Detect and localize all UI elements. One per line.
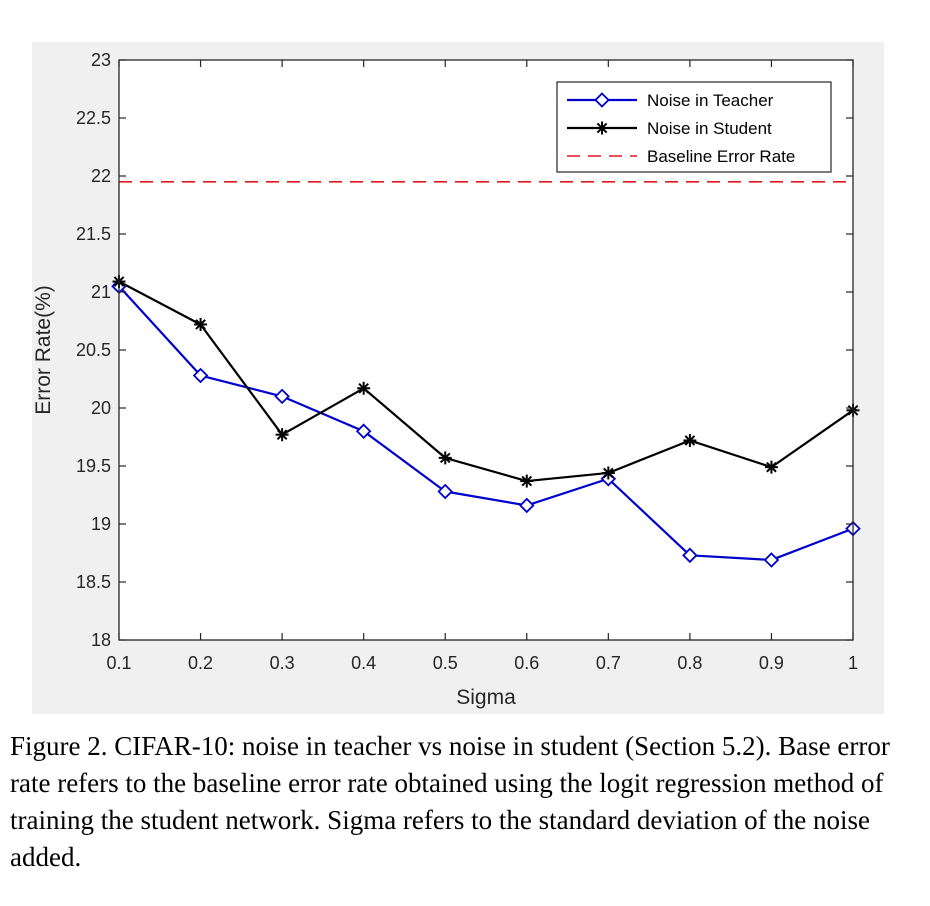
- x-tick-label: 0.1: [106, 653, 131, 673]
- line-chart: 18 18.5 19 19.5 20 20.5 21 21.5 22 22.5 23 0.1 0.2 0.…: [32, 50, 861, 709]
- y-tick-label: 22: [91, 166, 111, 186]
- tick-layer: 18 18.5 19 19.5 20 20.5 21 21.5 22 22.5 23 0.1 0.2 0.…: [76, 50, 858, 673]
- x-tick-label: 0.8: [677, 653, 702, 673]
- x-tick-label: 0.2: [188, 653, 213, 673]
- x-tick-label: 0.7: [596, 653, 621, 673]
- y-tick-label: 21.5: [76, 224, 111, 244]
- student-data-point: [601, 466, 615, 480]
- y-tick-label: 22.5: [76, 108, 111, 128]
- y-tick-label: 20: [91, 398, 111, 418]
- teacher-series-line: [118, 285, 854, 562]
- y-tick-label: 21: [91, 282, 111, 302]
- x-axis-title: Sigma: [456, 686, 516, 709]
- legend-diamond-marker: [594, 92, 610, 108]
- legend-label: Noise in Teacher: [647, 91, 774, 110]
- x-tick-label: 0.4: [351, 653, 376, 673]
- teacher-data-point: [763, 552, 780, 568]
- y-axis-title: Error Rate(%): [32, 285, 55, 415]
- series-layer: [111, 275, 861, 568]
- teacher-data-point: [355, 423, 372, 439]
- y-tick-label: 19.5: [76, 456, 111, 476]
- teacher-data-point: [682, 547, 698, 564]
- y-tick-label: 19: [91, 514, 111, 534]
- figure-caption: Figure 2. CIFAR-10: noise in teacher vs …: [10, 731, 890, 872]
- figure-panel: 18 18.5 19 19.5 20 20.5 21 21.5 22 22.5 23 0.1 0.2 0.…: [32, 42, 884, 714]
- x-tick-label: 0.3: [270, 653, 295, 673]
- student-data-point: [194, 317, 208, 331]
- student-data-point: [438, 451, 452, 465]
- x-tick-label: 0.5: [433, 653, 458, 673]
- student-data-point: [357, 381, 371, 395]
- legend-label: Baseline Error Rate: [647, 147, 795, 166]
- student-data-point: [275, 428, 289, 442]
- legend: Noise in Teacher Noise in Student Baseline…: [556, 81, 832, 173]
- teacher-data-point: [274, 388, 290, 405]
- x-tick-label: 1: [848, 653, 858, 673]
- y-tick-label: 20.5: [76, 340, 111, 360]
- teacher-data-point: [192, 367, 209, 384]
- legend-label: Noise in Student: [647, 119, 772, 138]
- y-tick-label: 23: [91, 50, 111, 70]
- teacher-data-point: [437, 483, 453, 500]
- x-tick-label: 0.9: [759, 653, 784, 673]
- y-tick-label: 18: [91, 630, 111, 650]
- legend-asterisk-marker: [595, 121, 609, 135]
- student-data-point: [520, 474, 534, 488]
- teacher-data-point: [519, 497, 535, 514]
- student-series-line: [118, 280, 854, 483]
- x-tick-label: 0.6: [514, 653, 539, 673]
- student-data-point: [683, 433, 697, 447]
- student-data-point: [764, 460, 778, 474]
- y-tick-label: 18.5: [76, 572, 111, 592]
